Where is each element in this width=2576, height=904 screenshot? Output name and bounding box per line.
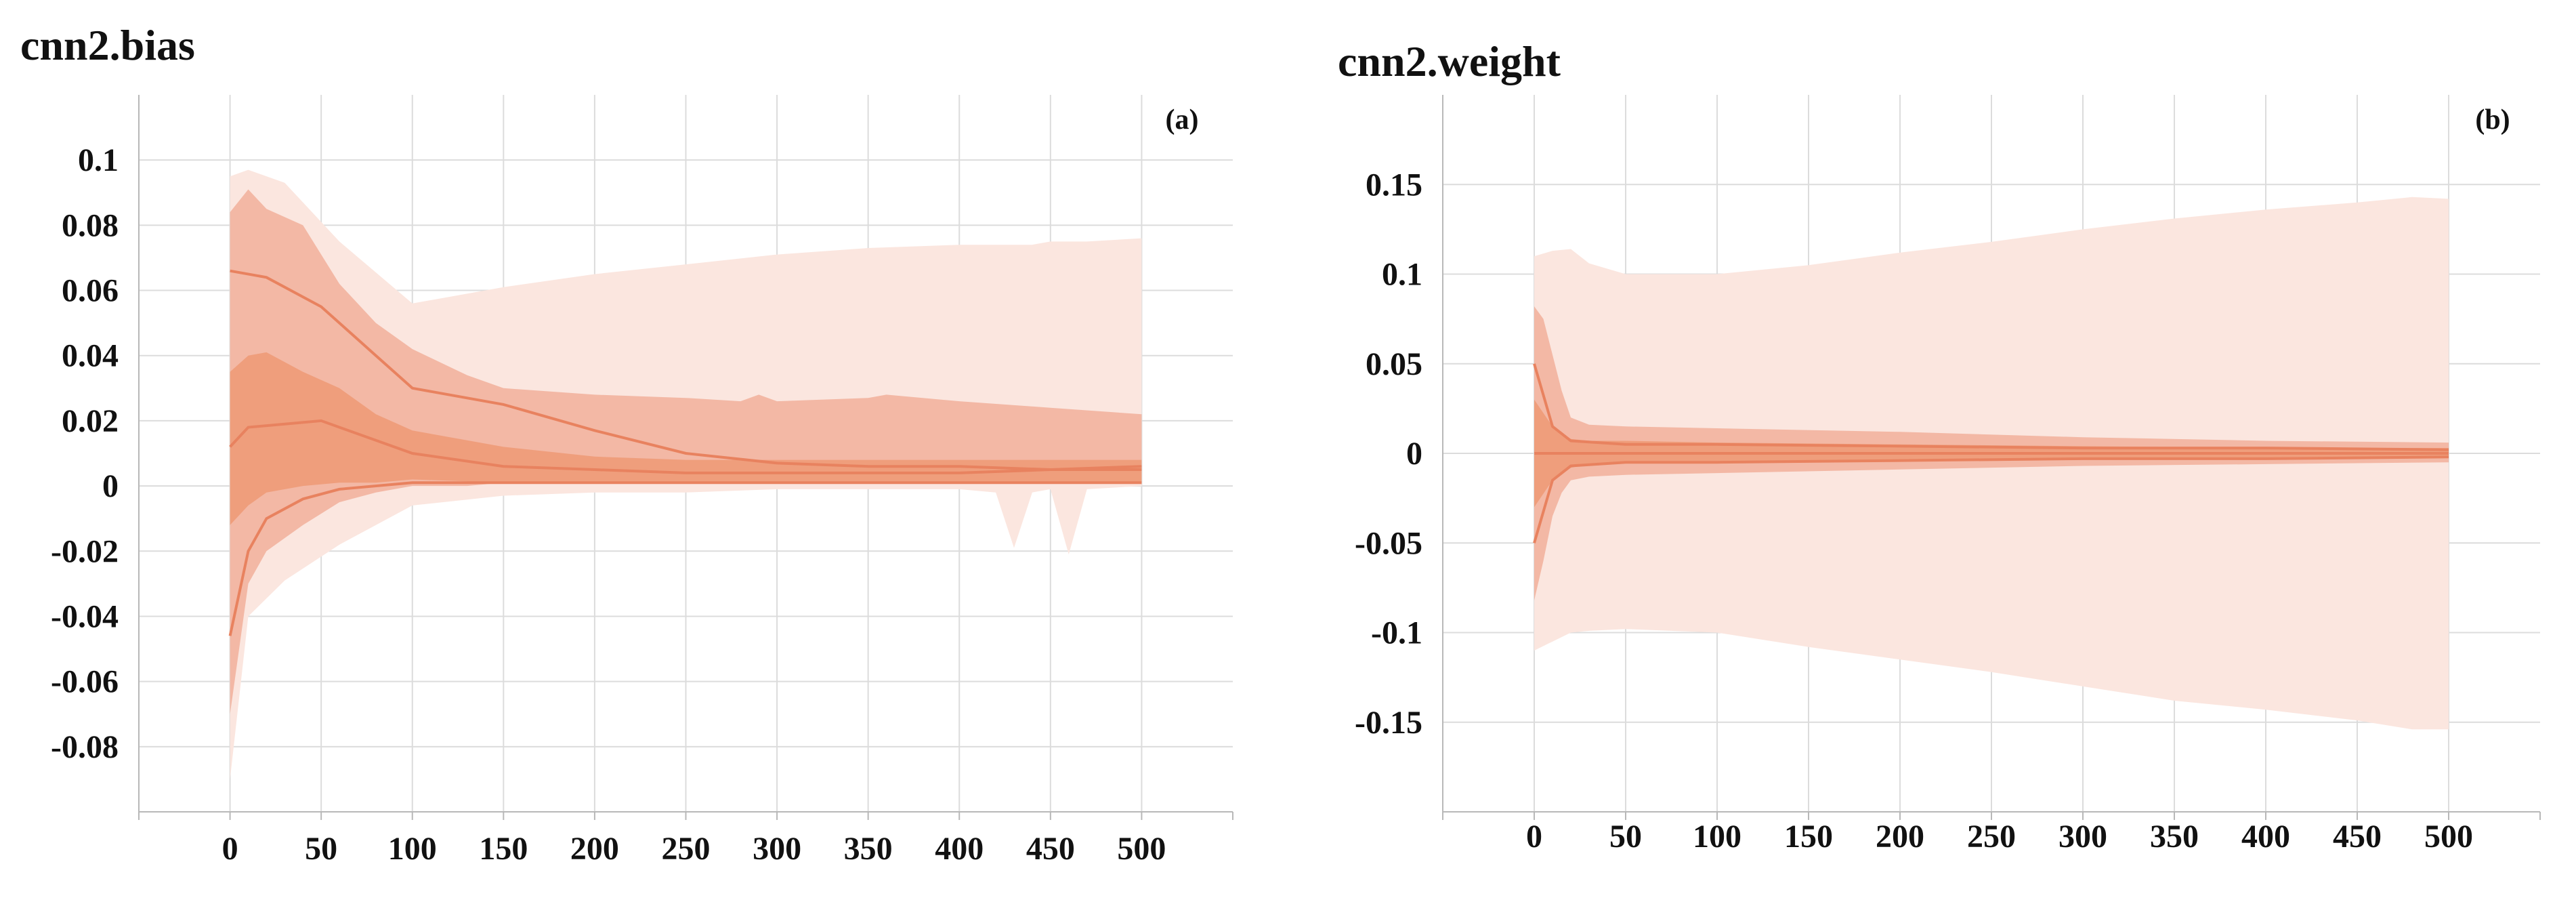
chart-b-title: cnn2.weight (1338, 37, 1561, 85)
chart-a-x-tick-label: 0 (222, 831, 238, 867)
chart-a-y-tick-label: 0.1 (78, 142, 119, 178)
chart-b-x-tick-label: 350 (2150, 819, 2199, 855)
chart-a-line-median (229, 419, 1142, 474)
chart-b-y-tick-label: -0.1 (1371, 615, 1422, 651)
chart-b: 0.15 0.1 0.05 0 -0.05 -0.1 -0.15 0 50 100 150 200 25… (1355, 95, 2541, 855)
chart-b-x-tick-label: 400 (2241, 819, 2290, 855)
chart-a-y-tick-label: -0.06 (51, 664, 119, 700)
chart-a-x-tick-label: 250 (662, 831, 711, 867)
chart-a-x-tick-label: 100 (388, 831, 437, 867)
chart-a-y-tick-label: 0.08 (62, 207, 119, 243)
chart-a-title: cnn2.bias (20, 21, 195, 69)
chart-b-line-upper (1533, 363, 2449, 451)
chart-b-y-tick-label: -0.15 (1355, 705, 1422, 741)
chart-b-y-tick-label: -0.05 (1355, 525, 1422, 561)
chart-b-x-tick-label: 100 (1693, 819, 1741, 855)
chart-b-y-tick-label: 0.1 (1382, 257, 1422, 293)
chart-b-x-tick-label: 150 (1784, 819, 1833, 855)
chart-b-x-tick-label: 250 (1967, 819, 2016, 855)
chart-b-x-tick-label: 200 (1876, 819, 1924, 855)
chart-a-panel-label: (a) (1166, 104, 1199, 136)
chart-b-x-tick-label: 300 (2058, 819, 2107, 855)
chart-a-x-tick-label: 350 (844, 831, 893, 867)
chart-a-x-tick-label: 450 (1026, 831, 1075, 867)
chart-a-y-tick-label: -0.02 (51, 533, 119, 569)
chart-b-x-tick-label: 500 (2424, 819, 2473, 855)
chart-a-y-tick-label: -0.04 (51, 598, 119, 634)
chart-b-x-tick-label: 50 (1609, 819, 1642, 855)
chart-b-panel-label: (b) (2475, 104, 2510, 136)
chart-b-y-tick-label: 0.05 (1366, 346, 1422, 382)
chart-a-line-lower (228, 481, 1142, 636)
chart-a-second-band (230, 189, 1142, 714)
chart-a-y-tick-label: -0.08 (51, 729, 119, 765)
chart-a-x-tick-label: 500 (1117, 831, 1166, 867)
chart-a-x-tick-label: 400 (935, 831, 984, 867)
chart-a-x-tick-label: 150 (479, 831, 528, 867)
chart-a-x-tick-label: 50 (305, 831, 337, 867)
chart-a-line-upper (230, 269, 1142, 471)
chart-b-line-lower (1533, 455, 2449, 543)
chart-a-y-tick-label: 0.02 (62, 403, 119, 439)
chart-a-y-tick-label: 0.04 (62, 338, 119, 374)
chart-b-x-tick-label: 450 (2333, 819, 2382, 855)
chart-a-y-tick-label: 0.06 (62, 273, 119, 309)
chart-a-x-tick-label: 200 (570, 831, 619, 867)
chart-a-x-tick-label: 300 (753, 831, 801, 867)
chart-b-x-tick-label: 0 (1526, 819, 1542, 855)
chart-a: 0.1 0.08 0.06 0.04 0.02 0 -0.02 -0.04 -0.06 -0.08… (51, 95, 1233, 867)
chart-a-y-tick-label: 0 (102, 468, 119, 504)
chart-b-y-tick-label: 0 (1406, 436, 1422, 472)
chart-b-y-tick-label: 0.15 (1366, 167, 1422, 203)
